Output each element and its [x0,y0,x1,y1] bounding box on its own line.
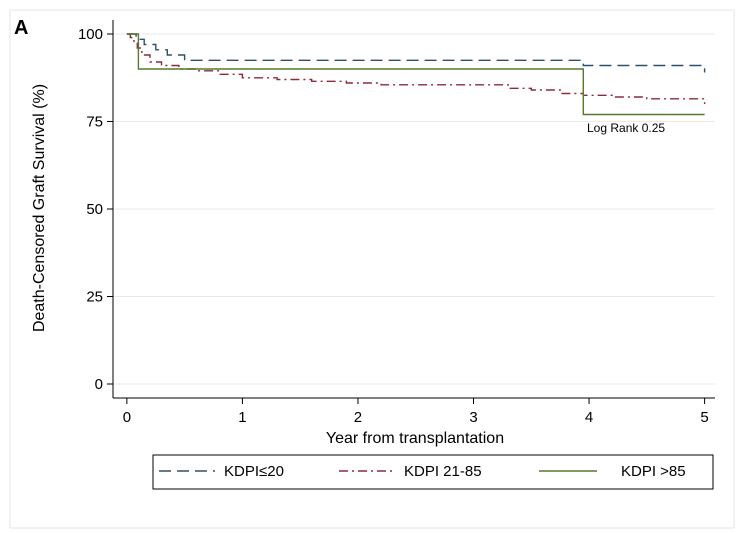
series-line-2 [126,33,705,116]
x-axis-title: Year from transplantation [326,430,504,447]
survival-curves [126,33,706,116]
legend-label-kdpi-21-85: KDPI 21-85 [404,463,482,480]
y-axis-title: Death-Censored Graft Survival (%) [31,84,48,332]
axes [107,20,715,404]
grid-lines [113,33,715,385]
x-tick-label: 4 [585,409,593,426]
y-tick-label: 75 [86,114,103,131]
y-tick-label: 25 [86,289,103,306]
panel-label: A [14,17,28,39]
x-tick-label: 2 [354,409,362,426]
x-tick-label: 1 [238,409,246,426]
legend: KDPI≤20 KDPI 21-85 KDPI >85 [152,454,714,490]
x-tick-label: 3 [469,409,477,426]
legend-box [152,454,714,490]
legend-label-kdpi-le20: KDPI≤20 [224,463,284,480]
series-line-0 [126,33,706,73]
x-tick-label: 5 [700,409,708,426]
y-tick-label: 50 [86,201,103,218]
y-tick-label: 100 [78,26,103,43]
x-tick-labels: 0 1 2 3 4 5 [123,409,709,426]
x-tick-label: 0 [123,409,131,426]
y-tick-labels: 0 25 50 75 100 [78,26,103,393]
y-tick-label: 0 [95,376,103,393]
figure-border [9,9,735,529]
log-rank-annotation: Log Rank 0.25 [587,121,665,135]
legend-label-kdpi-gt85: KDPI >85 [621,463,686,480]
